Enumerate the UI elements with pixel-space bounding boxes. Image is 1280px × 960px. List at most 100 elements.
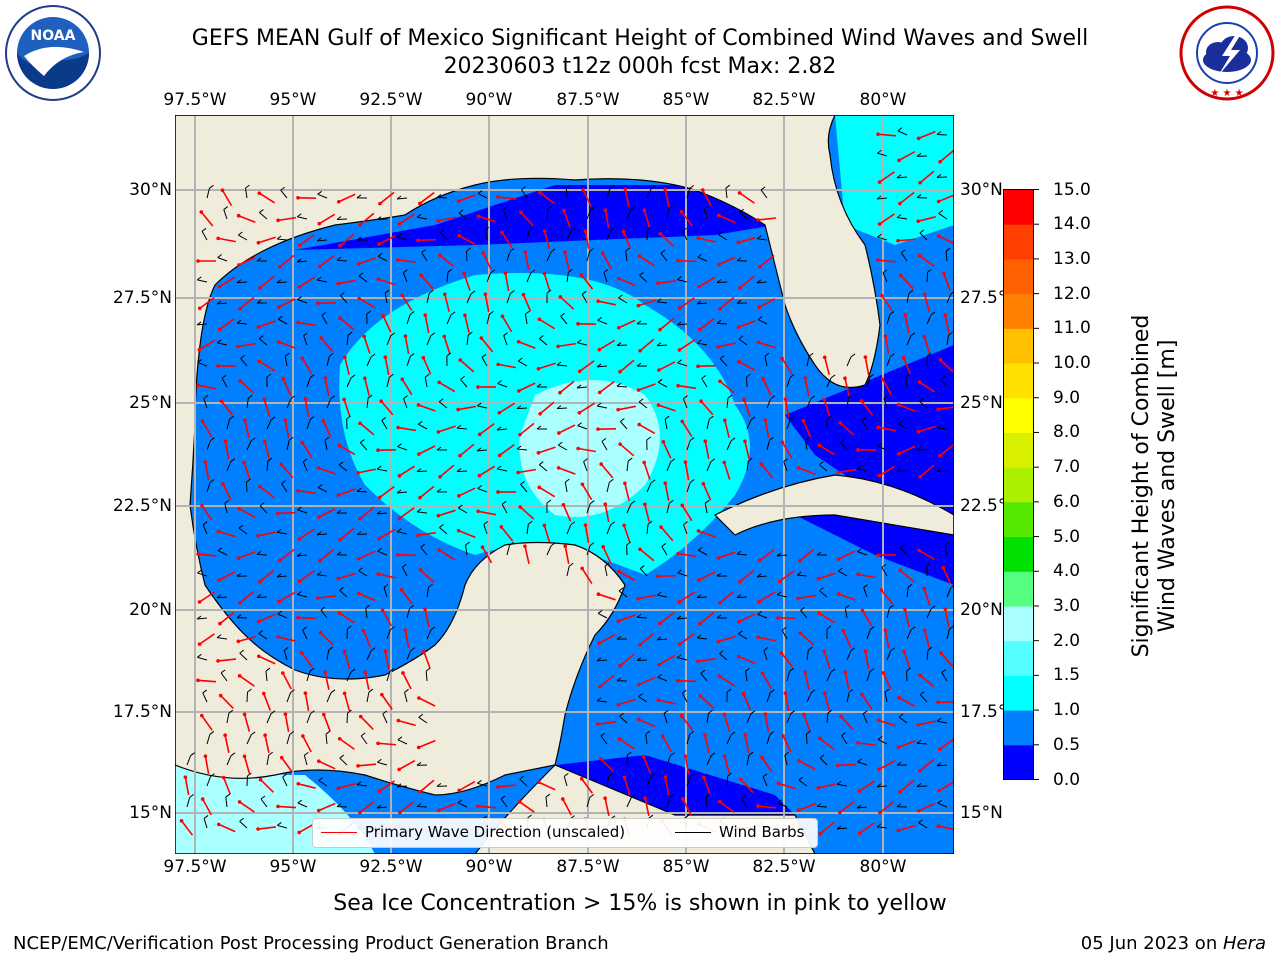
wave-arrow xyxy=(438,509,456,517)
wave-arrow xyxy=(297,321,317,327)
wind-barb-flag xyxy=(460,376,465,380)
wave-arrow xyxy=(684,461,690,481)
lon-tick-top: 82.5°W xyxy=(752,90,816,110)
wave-arrow-head xyxy=(857,789,862,793)
wind-barb xyxy=(302,629,308,640)
wave-arrow xyxy=(479,423,495,435)
wave-arrow-head xyxy=(279,755,284,760)
wind-barb xyxy=(646,776,652,787)
wind-barb xyxy=(417,511,428,514)
wave-arrow-head xyxy=(216,236,220,241)
wind-barb xyxy=(601,441,608,451)
svg-text:★ ★ ★: ★ ★ ★ xyxy=(1210,88,1243,99)
wind-barb-flag xyxy=(376,465,382,470)
wave-arrow xyxy=(699,611,715,625)
wave-arrow-head xyxy=(216,659,220,663)
wave-arrow-head xyxy=(456,528,461,533)
wave-arrow-head xyxy=(277,599,282,604)
wave-arrow-head xyxy=(317,759,321,764)
wind-barb-flag xyxy=(210,437,215,441)
wind-barb-flag xyxy=(845,604,850,609)
wave-arrow-head xyxy=(577,369,582,374)
wave-arrow xyxy=(681,504,693,522)
wind-barb-flag xyxy=(919,229,925,234)
wave-arrow xyxy=(719,590,735,604)
wave-arrow-head xyxy=(663,481,668,485)
colorbar-tick-label: 15.0 xyxy=(1053,179,1091,200)
wind-barb-flag xyxy=(247,772,252,777)
wave-arrow-head xyxy=(897,451,901,456)
lon-tick-top: 95°W xyxy=(269,90,317,110)
wave-arrow xyxy=(443,336,451,354)
wind-barb xyxy=(876,785,888,788)
wind-barb xyxy=(616,385,628,388)
wind-barb-flag xyxy=(536,425,542,430)
wave-arrow-head xyxy=(701,481,706,486)
wave-arrow xyxy=(738,613,756,623)
wind-barb-flag xyxy=(770,395,776,400)
wave-arrow xyxy=(861,694,873,710)
wind-barb xyxy=(597,319,608,325)
wind-barb xyxy=(841,735,848,745)
wave-arrow-head xyxy=(558,390,562,395)
wave-arrow xyxy=(338,193,356,203)
wave-arrow xyxy=(622,231,632,249)
wave-arrow-head xyxy=(803,376,808,380)
wave-arrow-head xyxy=(561,502,566,507)
wave-arrow-head xyxy=(283,712,288,716)
wave-arrow-head xyxy=(618,369,622,374)
wave-arrow-head xyxy=(376,572,381,576)
wave-arrow xyxy=(404,335,410,355)
wind-barb xyxy=(303,755,308,766)
colorbar-segment xyxy=(1003,605,1034,642)
wind-barb-flag xyxy=(719,650,724,654)
wind-barb xyxy=(657,381,668,388)
wave-arrow xyxy=(458,529,476,539)
wind-barb-flag xyxy=(525,310,530,315)
wave-arrow xyxy=(320,337,334,353)
wave-arrow-head xyxy=(536,366,541,371)
wind-barb-flag xyxy=(418,713,424,718)
wind-barb-flag xyxy=(777,799,783,804)
wave-arrow-head xyxy=(521,292,526,297)
wind-barb xyxy=(306,419,311,430)
wave-arrow xyxy=(519,801,535,813)
wind-barb xyxy=(526,272,532,283)
wind-barb xyxy=(926,271,929,283)
wind-barb xyxy=(661,546,668,556)
wind-barb xyxy=(620,421,628,430)
wave-arrow-head xyxy=(456,199,461,203)
wind-barb xyxy=(477,487,488,493)
wind-barb xyxy=(706,419,710,430)
wave-arrow xyxy=(918,549,936,561)
wind-barb xyxy=(356,490,368,493)
wave-arrow xyxy=(624,483,630,501)
wave-arrow-head xyxy=(918,768,922,773)
wind-barb xyxy=(460,379,468,388)
wave-arrow-head xyxy=(863,355,868,359)
wind-barb xyxy=(946,335,950,346)
wave-arrow xyxy=(221,189,233,207)
wave-arrow xyxy=(302,735,312,753)
wind-barb-flag xyxy=(416,803,422,807)
wave-arrow-head xyxy=(516,470,520,475)
wind-barb xyxy=(937,720,948,724)
wind-barb-flag xyxy=(239,649,245,654)
wave-arrow-head xyxy=(316,466,321,470)
wave-arrow xyxy=(878,719,896,727)
wave-arrow xyxy=(418,404,436,412)
wind-barb xyxy=(339,589,348,598)
wind-barb xyxy=(844,608,848,619)
wind-barb xyxy=(439,527,448,535)
wave-arrow xyxy=(580,274,594,290)
wind-barb-flag xyxy=(376,804,382,809)
wind-barb xyxy=(502,209,508,220)
wind-barb-flag xyxy=(596,657,602,662)
wind-barb xyxy=(806,692,812,703)
wind-barb-flag xyxy=(857,758,862,763)
wind-barb-flag xyxy=(416,213,422,218)
wind-barb xyxy=(726,775,729,787)
wave-arrow-head xyxy=(663,187,667,192)
wind-barb xyxy=(846,650,852,661)
wind-barb xyxy=(203,398,208,409)
